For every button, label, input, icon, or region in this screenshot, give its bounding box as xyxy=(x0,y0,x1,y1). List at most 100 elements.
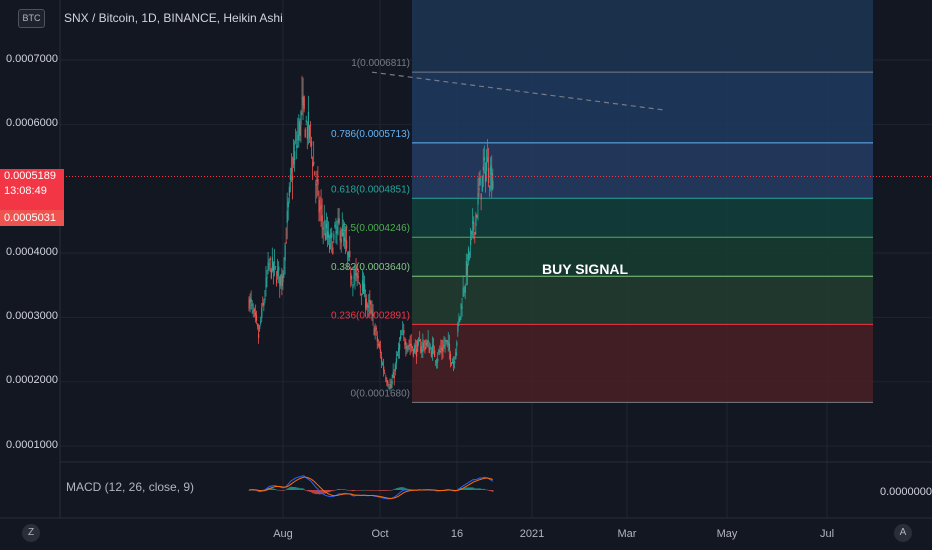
candle-body xyxy=(410,343,412,347)
candle-body xyxy=(282,273,284,283)
candle-body xyxy=(426,341,428,346)
candle-body xyxy=(414,345,417,347)
candle-body xyxy=(361,280,364,292)
macd-histogram-bar xyxy=(295,487,297,490)
macd-indicator-label[interactable]: MACD (12, 26, close, 9) xyxy=(66,480,195,494)
candle-body xyxy=(462,287,464,297)
candle-body xyxy=(269,258,271,260)
candle-body xyxy=(387,382,389,386)
candle-body xyxy=(450,362,453,364)
macd-histogram-bar xyxy=(364,489,366,491)
macd-histogram-bar xyxy=(353,490,355,492)
candle-body xyxy=(488,167,490,184)
candle-body xyxy=(338,218,340,224)
candle-body xyxy=(317,179,319,185)
candle-body xyxy=(456,342,458,347)
candle-body xyxy=(485,162,488,172)
candle-body xyxy=(270,269,272,279)
candle-body xyxy=(489,186,491,189)
macd-histogram-bar xyxy=(342,489,344,490)
macd-histogram-bar xyxy=(396,487,398,490)
macd-histogram-bar xyxy=(280,490,282,491)
candle-body xyxy=(352,285,354,288)
candle-body xyxy=(382,363,384,365)
macd-histogram-bar xyxy=(311,490,313,493)
macd-histogram-bar xyxy=(406,488,408,490)
candle-body xyxy=(342,232,345,236)
candle-body xyxy=(418,339,420,341)
zoom-icon[interactable]: Z xyxy=(22,524,40,542)
candle-body xyxy=(454,361,456,364)
macd-histogram-bar xyxy=(487,489,489,491)
macd-histogram-bar xyxy=(286,488,288,490)
candle-body xyxy=(449,354,452,362)
candle-body xyxy=(401,334,403,336)
candle-body xyxy=(350,272,352,280)
macd-histogram-bar xyxy=(401,487,403,490)
candle-body xyxy=(477,193,479,205)
macd-histogram-bar xyxy=(287,487,289,490)
candle-body xyxy=(315,184,317,186)
fib-level-label: 0.382(0.0003640) xyxy=(331,262,410,273)
fib-level-label: 0.618(0.0004851) xyxy=(331,184,410,195)
macd-histogram-bar xyxy=(352,490,354,492)
macd-histogram-bar xyxy=(339,489,341,490)
x-tick-label: Mar xyxy=(617,528,637,540)
candle-body xyxy=(375,327,377,330)
y-tick-label: 0.0001000 xyxy=(6,439,58,451)
macd-histogram-bar xyxy=(490,490,492,492)
candle-body xyxy=(313,161,315,165)
candle-body xyxy=(253,308,255,312)
candle-body xyxy=(349,250,351,258)
candle-body xyxy=(254,312,257,316)
candle-body xyxy=(324,233,327,240)
candle-body xyxy=(465,261,467,277)
candle-body xyxy=(432,344,435,346)
candle-body xyxy=(379,349,382,354)
candle-body xyxy=(369,299,371,305)
macd-histogram-bar xyxy=(351,490,353,492)
candle-body xyxy=(316,179,318,182)
candle-body xyxy=(275,266,277,268)
candle-body xyxy=(431,345,434,355)
x-tick-label: 2021 xyxy=(519,528,545,540)
macd-histogram-bar xyxy=(399,487,401,490)
candle-body xyxy=(474,231,476,235)
macd-histogram-bar xyxy=(370,490,372,491)
y-tick-label: 0.0004000 xyxy=(6,246,58,258)
macd-histogram-bar xyxy=(387,490,389,491)
candle-body xyxy=(262,302,264,306)
candle-body xyxy=(289,174,292,181)
candle-body xyxy=(326,231,329,238)
candle-body xyxy=(408,344,410,346)
symbol-badge[interactable]: BTC xyxy=(18,9,45,28)
macd-histogram-bar xyxy=(464,487,466,490)
fib-band xyxy=(412,0,873,73)
candle-body xyxy=(283,267,285,269)
macd-histogram-bar xyxy=(482,488,484,490)
macd-histogram-bar xyxy=(474,488,476,490)
candle-body xyxy=(250,299,252,302)
fib-level-label: 1(0.0006811) xyxy=(351,58,410,69)
candle-body xyxy=(428,346,430,354)
fib-band xyxy=(412,142,873,199)
macd-histogram-bar xyxy=(300,488,302,490)
macd-histogram-bar xyxy=(331,490,333,492)
candle-body xyxy=(291,176,294,180)
macd-histogram-bar xyxy=(271,488,273,490)
candle-body xyxy=(273,262,276,264)
candle-body xyxy=(412,349,414,356)
candle-body xyxy=(343,237,346,241)
candle-body xyxy=(415,349,418,357)
auto-scale-icon[interactable]: A xyxy=(894,524,912,542)
candle-body xyxy=(298,121,300,136)
macd-histogram-bar xyxy=(483,488,485,490)
macd-histogram-bar xyxy=(277,489,279,491)
candle-body xyxy=(330,234,332,239)
candle-body xyxy=(390,384,392,389)
candle-body xyxy=(405,346,407,349)
candle-body xyxy=(479,177,481,186)
candle-body xyxy=(460,303,462,309)
macd-histogram-bar xyxy=(480,488,482,490)
